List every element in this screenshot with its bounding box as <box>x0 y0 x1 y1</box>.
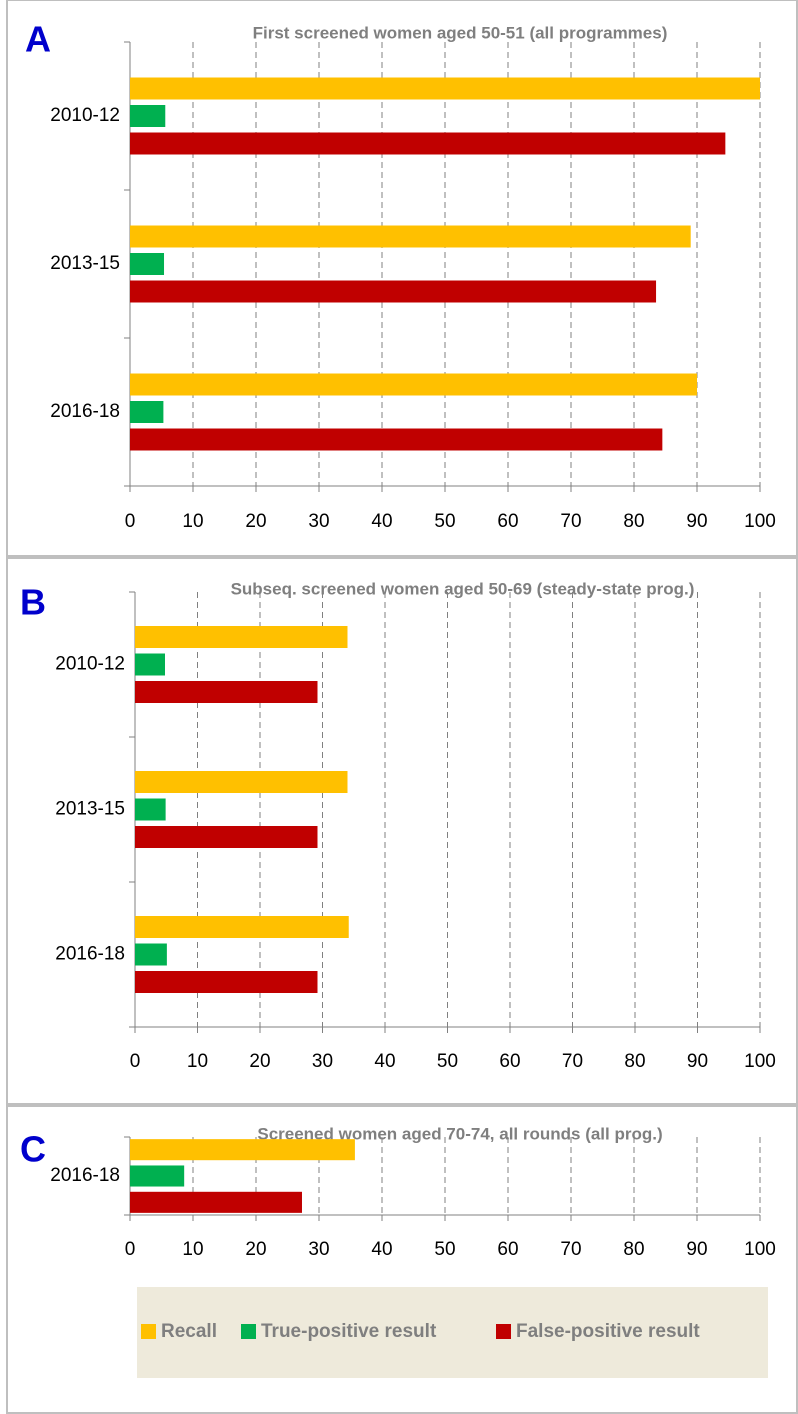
legend-swatch <box>141 1324 156 1339</box>
y-tick-label: 2010-12 <box>50 105 120 126</box>
x-tick-label: 40 <box>371 511 392 532</box>
x-tick-label: 70 <box>560 511 581 532</box>
x-tick-label: 40 <box>374 1051 395 1072</box>
panel-label: B <box>20 582 46 623</box>
bar <box>130 105 166 127</box>
bar <box>135 771 348 793</box>
panel-label: A <box>25 19 51 60</box>
legend-swatch <box>496 1324 511 1339</box>
panel-frame <box>6 1105 798 1414</box>
x-tick-label: 80 <box>623 511 644 532</box>
panel-label: C <box>20 1129 46 1170</box>
x-tick-label: 30 <box>312 1051 333 1072</box>
x-tick-label: 20 <box>245 511 266 532</box>
bar <box>130 373 697 396</box>
chart-title: First screened women aged 50-51 (all pro… <box>253 23 668 42</box>
x-tick-label: 90 <box>686 511 707 532</box>
x-tick-label: 70 <box>562 1051 583 1072</box>
legend-swatch <box>241 1324 256 1339</box>
x-tick-label: 0 <box>125 1239 136 1260</box>
bar <box>130 132 726 155</box>
bar <box>135 971 318 993</box>
bar <box>130 1191 302 1213</box>
legend-label: False-positive result <box>516 1321 700 1342</box>
legend-label: True-positive result <box>261 1321 437 1342</box>
bar <box>130 1165 185 1187</box>
bar <box>135 916 349 938</box>
legend-label: Recall <box>161 1321 217 1342</box>
chart-title: Subseq. screened women aged 50-69 (stead… <box>231 579 695 598</box>
bar <box>130 253 165 275</box>
chart-title: Screened women aged 70-74, all rounds (a… <box>257 1124 662 1143</box>
x-tick-label: 10 <box>187 1051 208 1072</box>
x-tick-label: 80 <box>624 1051 645 1072</box>
bar <box>135 653 165 676</box>
x-tick-label: 100 <box>744 1051 776 1072</box>
y-tick-label: 2016-18 <box>50 401 120 422</box>
x-tick-label: 20 <box>249 1051 270 1072</box>
bar <box>135 826 318 848</box>
y-tick-label: 2016-18 <box>55 944 125 965</box>
x-tick-label: 20 <box>245 1239 266 1260</box>
x-tick-label: 90 <box>686 1239 707 1260</box>
bar <box>135 943 167 966</box>
bar <box>135 626 348 648</box>
bar <box>130 1139 355 1161</box>
bar <box>130 77 760 100</box>
x-tick-label: 30 <box>308 1239 329 1260</box>
x-tick-label: 0 <box>125 511 136 532</box>
x-tick-label: 50 <box>434 511 455 532</box>
x-tick-label: 90 <box>687 1051 708 1072</box>
panel-frame <box>6 557 798 1105</box>
x-tick-label: 100 <box>744 511 776 532</box>
x-tick-label: 40 <box>371 1239 392 1260</box>
x-tick-label: 50 <box>434 1239 455 1260</box>
x-tick-label: 60 <box>497 1239 518 1260</box>
x-tick-label: 0 <box>130 1051 141 1072</box>
x-tick-label: 100 <box>744 1239 776 1260</box>
x-tick-label: 30 <box>308 511 329 532</box>
bar <box>130 280 657 303</box>
x-tick-label: 60 <box>499 1051 520 1072</box>
y-tick-label: 2016-18 <box>50 1165 120 1186</box>
x-tick-label: 80 <box>623 1239 644 1260</box>
bar <box>130 428 663 451</box>
y-tick-label: 2010-12 <box>55 654 125 675</box>
x-tick-label: 60 <box>497 511 518 532</box>
x-tick-label: 50 <box>437 1051 458 1072</box>
bar <box>130 401 164 423</box>
y-tick-label: 2013-15 <box>55 799 125 820</box>
bar <box>130 225 691 248</box>
bar <box>135 798 166 821</box>
bar <box>135 681 318 703</box>
x-tick-label: 70 <box>560 1239 581 1260</box>
panel-frame <box>6 0 798 557</box>
x-tick-label: 10 <box>182 1239 203 1260</box>
y-tick-label: 2013-15 <box>50 253 120 274</box>
x-tick-label: 10 <box>182 511 203 532</box>
